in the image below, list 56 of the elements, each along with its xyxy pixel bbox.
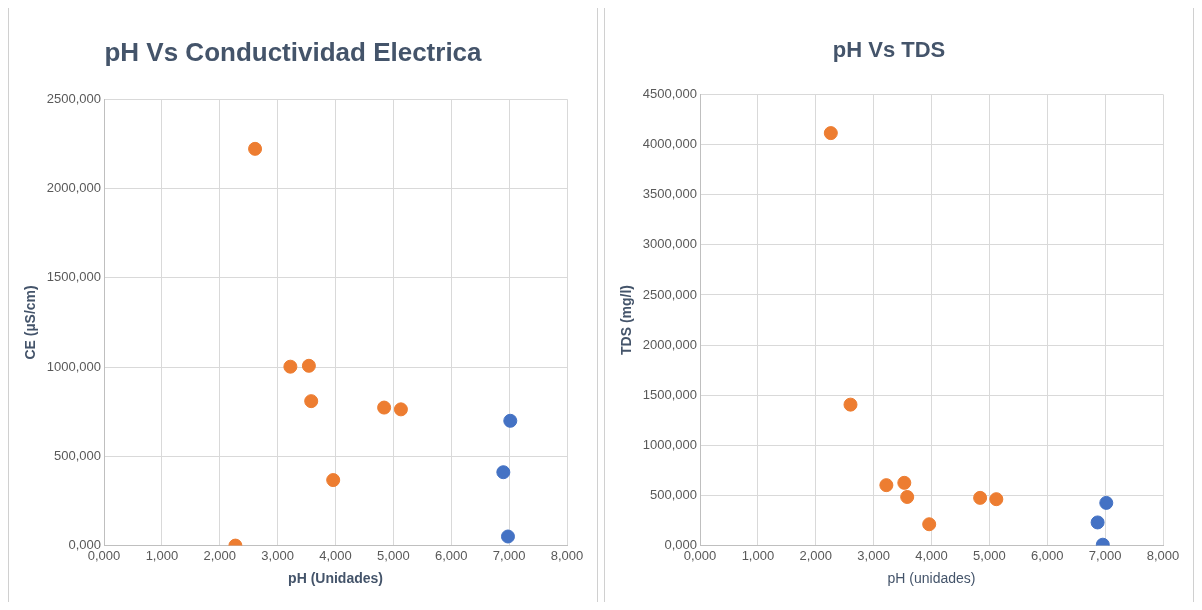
x-tick-label: 8,000 (550, 547, 584, 563)
point (283, 359, 298, 374)
point (897, 475, 912, 490)
y-tick-label: 4500,000 (642, 85, 698, 101)
y-tick-label: 2500,000 (46, 90, 102, 106)
point (823, 126, 838, 141)
y-tick-label: 2000,000 (642, 336, 698, 352)
x-axis-title: pH (unidades) (887, 570, 976, 587)
point (879, 478, 894, 493)
y-tick-label: 2000,000 (46, 180, 102, 196)
point (326, 473, 341, 488)
y-tick-label: 4000,000 (642, 136, 698, 152)
point (393, 402, 408, 417)
y-tick-label: 1500,000 (642, 386, 698, 402)
y-tick-label: 1000,000 (46, 358, 102, 374)
y-tick-label: 3000,000 (642, 236, 698, 252)
x-tick-label: 1,000 (741, 547, 775, 563)
point (900, 489, 915, 504)
y-tick-label: 1000,000 (642, 436, 698, 452)
point (248, 141, 263, 156)
x-tick-label: 7,000 (1088, 547, 1122, 563)
point (304, 394, 319, 409)
y-tick-label: 500,000 (650, 487, 698, 503)
x-tick-label: 7,000 (492, 547, 526, 563)
x-tick-label: 6,000 (1030, 547, 1064, 563)
x-tick-label: 6,000 (434, 547, 468, 563)
point (1099, 495, 1114, 510)
x-tick-label: 5,000 (377, 547, 410, 563)
x-tick-label: 4,000 (319, 547, 352, 563)
x-axis-title: pH (Unidades) (288, 570, 383, 587)
point (989, 492, 1004, 507)
chart-title: pH Vs TDS (832, 37, 946, 63)
x-tick-label: 2,000 (203, 547, 237, 563)
y-axis-title: CE (µS/cm) (22, 285, 39, 360)
point (496, 465, 511, 480)
x-tick-label: 3,000 (857, 547, 890, 563)
point (1090, 515, 1105, 530)
x-tick-label: 8,000 (1146, 547, 1180, 563)
y-tick-label: 500,000 (54, 447, 102, 463)
point (973, 490, 988, 505)
x-tick-label: 2,000 (799, 547, 833, 563)
point (503, 413, 518, 428)
chart-title: pH Vs Conductividad Electrica (104, 36, 483, 67)
x-tick-label: 3,000 (261, 547, 294, 563)
y-axis-title: TDS (mg/l) (618, 285, 635, 355)
y-tick-label: 2500,000 (642, 286, 698, 302)
point (377, 400, 392, 415)
point (922, 517, 937, 532)
x-tick-label: 5,000 (973, 547, 1006, 563)
y-tick-label: 1500,000 (46, 269, 102, 285)
x-tick-label: 1,000 (145, 547, 179, 563)
point (500, 529, 515, 544)
point (301, 358, 316, 373)
y-tick-label: 3500,000 (642, 186, 698, 202)
x-tick-label: 4,000 (915, 547, 948, 563)
point (843, 397, 858, 412)
